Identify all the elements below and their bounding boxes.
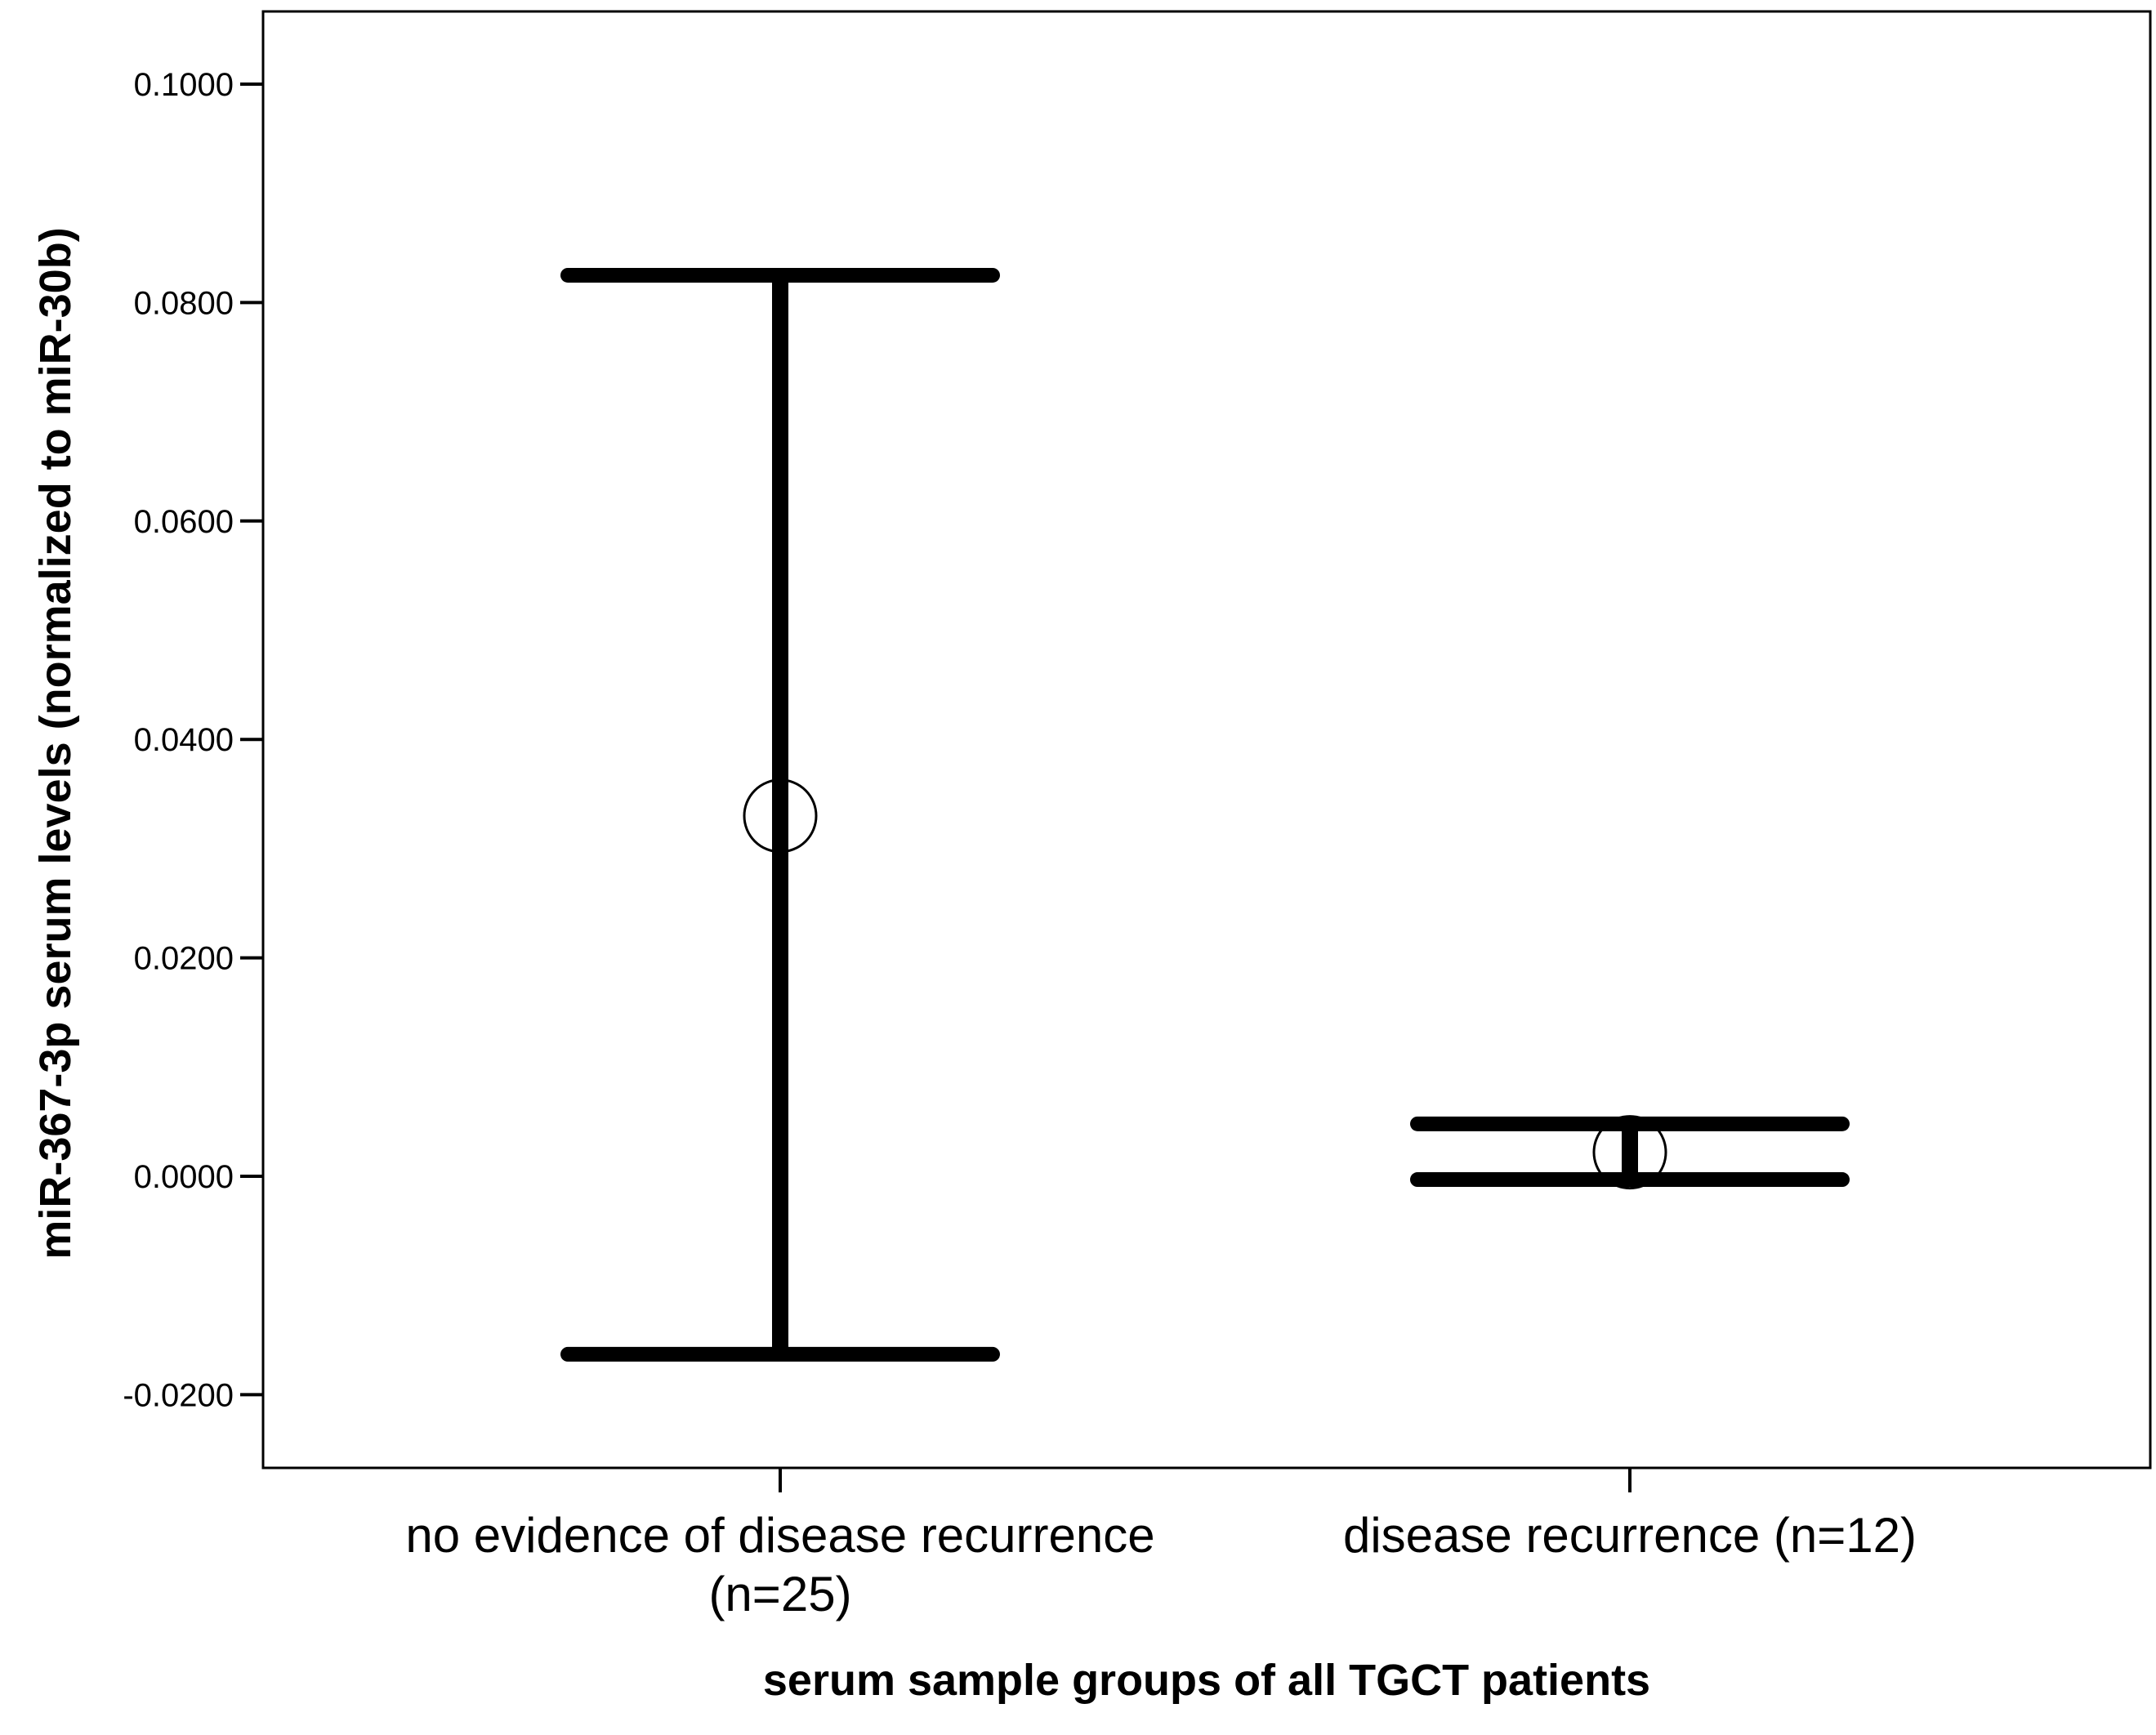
y-tick-label: 0.0400	[134, 722, 234, 758]
x-axis-title: serum sample groups of all TGCT patients	[763, 1656, 1650, 1705]
plot-marks	[560, 267, 1850, 1362]
category-label-line: no evidence of disease recurrence	[405, 1508, 1154, 1563]
y-tick-label: -0.0200	[123, 1377, 234, 1413]
category-label: disease recurrence (n=12)	[1343, 1508, 1917, 1563]
y-tick-label: 0.0600	[134, 504, 234, 540]
y-tick-label: 0.1000	[134, 67, 234, 103]
x-axis: no evidence of disease recurrence (n=25) d…	[405, 1468, 1917, 1621]
mean-marker	[743, 778, 818, 854]
y-axis-title: miR-367-3p serum levels (normalized to m…	[31, 227, 80, 1259]
y-tick-label: 0.0000	[134, 1159, 234, 1195]
mean-marker	[1592, 1115, 1667, 1190]
y-tick-label: 0.0800	[134, 285, 234, 321]
y-axis: 0.1000 0.0800 0.0600 0.0400 0.0200 0.0000 -0.0…	[123, 67, 263, 1413]
category-label: no evidence of disease recurrence (n=25)	[405, 1508, 1154, 1621]
category-label-line: (n=25)	[708, 1567, 851, 1621]
category-label-line: disease recurrence (n=12)	[1343, 1508, 1917, 1563]
y-tick-label: 0.0200	[134, 941, 234, 977]
